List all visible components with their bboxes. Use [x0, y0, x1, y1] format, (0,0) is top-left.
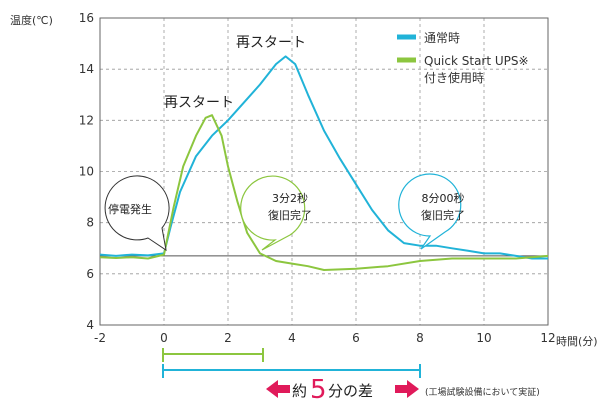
legend: 通常時 Quick Start UPS※ 付き使用時	[397, 31, 529, 85]
y-tick-labels: 4 6 8 10 12 14 16	[79, 11, 94, 332]
recover-callout-quick-start: 3分2秒 復旧完了	[240, 175, 312, 251]
recover-bubble-quick-start	[240, 175, 306, 251]
difference-label: 約 5 分の差 (工場試験設備において実証)	[266, 375, 540, 405]
recover-label-quick-start: 復旧完了	[268, 208, 312, 222]
x-tick-label-0: -2	[94, 331, 106, 345]
recover-label-normal: 復旧完了	[421, 208, 465, 222]
x-tick-label-4: 6	[352, 331, 360, 345]
y-tick-label-0: 4	[86, 318, 94, 332]
x-tick-label-3: 4	[288, 331, 296, 345]
y-tick-label-2: 8	[86, 216, 94, 230]
difference-prefix: 約	[292, 382, 307, 400]
recover-time-normal: 8分00秒	[422, 191, 465, 205]
outage-bubble	[104, 175, 170, 252]
duration-bars	[162, 348, 421, 378]
restart-label-quick-start: 再スタート	[164, 95, 234, 111]
x-tick-label-1: 0	[160, 331, 168, 345]
difference-suffix: 分の差	[328, 382, 373, 400]
x-tick-label-6: 10	[476, 331, 491, 345]
difference-note: (工場試験設備において実証)	[425, 386, 540, 398]
x-tick-labels: -2 0 2 4 6 8 10 12	[94, 331, 556, 345]
difference-number: 5	[310, 375, 327, 405]
x-tick-label-2: 2	[224, 331, 232, 345]
y-tick-label-1: 6	[86, 267, 94, 281]
arrow-left-icon	[266, 380, 290, 398]
y-tick-label-5: 14	[79, 62, 94, 76]
legend-label-quick-start-2: 付き使用時	[424, 70, 484, 85]
series-line-quick-start	[100, 114, 548, 271]
series-line-normal	[100, 55, 548, 260]
plot-frame	[99, 17, 549, 326]
x-tick-label-5: 8	[416, 331, 424, 345]
outage-callout: 停電発生	[104, 175, 170, 252]
x-axis-label: 時間(分)	[556, 335, 598, 348]
arrow-right-icon	[395, 380, 419, 398]
y-tick-label-4: 12	[79, 113, 94, 127]
y-tick-label-3: 10	[79, 165, 94, 179]
recover-callout-normal: 8分00秒 復旧完了	[398, 173, 465, 250]
outage-text: 停電発生	[108, 202, 152, 216]
grid	[100, 18, 548, 325]
restart-label-normal: 再スタート	[236, 35, 306, 51]
recover-time-quick-start: 3分2秒	[272, 191, 308, 205]
y-axis-label: 温度(℃)	[10, 13, 53, 27]
recover-bubble-normal	[398, 173, 462, 250]
legend-label-normal: 通常時	[424, 31, 460, 45]
x-tick-label-7: 12	[540, 331, 555, 345]
legend-label-quick-start-1: Quick Start UPS※	[424, 54, 529, 68]
y-tick-label-6: 16	[79, 11, 94, 25]
